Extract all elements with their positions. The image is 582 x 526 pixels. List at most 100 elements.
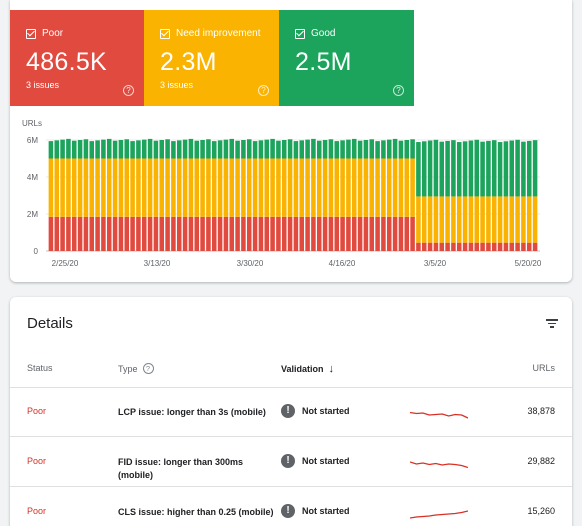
bar-segment-poor — [159, 216, 165, 251]
details-card: Details Status Type ? Validation ↓ URLs … — [10, 297, 572, 526]
bar-segment-poor — [95, 216, 100, 251]
bar-segment-poor — [188, 216, 194, 251]
bar-segment-need-improvement — [101, 158, 106, 217]
bar-segment-need-improvement — [270, 158, 275, 217]
y-tick-label: 6M — [27, 136, 38, 145]
bar-segment-good — [468, 140, 474, 197]
bar-segment-poor — [404, 216, 410, 251]
bar-segment-good — [136, 140, 141, 159]
help-icon[interactable]: ? — [123, 85, 134, 96]
exclamation-icon: ! — [281, 404, 295, 418]
bar-segment-need-improvement — [474, 196, 480, 243]
bar-segment-poor — [287, 216, 293, 251]
bar-segment-good — [106, 138, 112, 159]
table-row[interactable]: Poor LCP issue: longer than 3s (mobile) … — [10, 397, 572, 447]
bar-segment-need-improvement — [416, 196, 421, 243]
column-header-type[interactable]: Type ? — [118, 363, 154, 374]
bar-segment-good — [299, 140, 305, 159]
bar-segment-poor — [124, 216, 130, 251]
bar-segment-need-improvement — [322, 158, 328, 217]
bar-segment-need-improvement — [276, 158, 281, 217]
bar-segment-poor — [509, 242, 515, 251]
bar-segment-poor — [235, 216, 240, 251]
bar-segment-good — [101, 139, 106, 159]
bar-segment-poor — [246, 216, 252, 251]
bar-segment-good — [235, 140, 240, 159]
bar-segment-good — [54, 140, 60, 159]
bar-segment-need-improvement — [147, 158, 153, 217]
bar-segment-good — [124, 139, 130, 159]
bar-segment-good — [363, 140, 369, 159]
bar-segment-poor — [334, 216, 340, 251]
bar-segment-good — [89, 141, 95, 159]
help-icon[interactable]: ? — [258, 85, 269, 96]
bar-segment-good — [311, 138, 316, 159]
x-tick-label: 2/25/20 — [52, 259, 79, 268]
bar-segment-poor — [217, 216, 223, 251]
bar-segment-good — [229, 138, 235, 159]
bar-segment-need-improvement — [526, 196, 532, 243]
bar-segment-need-improvement — [468, 196, 474, 243]
checkbox-checked-icon[interactable] — [26, 28, 36, 39]
bar-segment-good — [515, 139, 520, 197]
bar-segment-poor — [410, 216, 415, 251]
table-row[interactable]: Poor FID issue: longer than 300ms (mobil… — [10, 447, 572, 497]
column-header-validation[interactable]: Validation ↓ — [281, 363, 335, 375]
bar-segment-good — [439, 141, 445, 197]
good-url-count: 2.5M — [295, 48, 352, 76]
bar-segment-good — [293, 141, 299, 159]
bar-segment-poor — [369, 216, 375, 251]
help-icon[interactable]: ? — [393, 85, 404, 96]
bar-segment-poor — [77, 216, 83, 251]
bar-segment-good — [351, 138, 357, 159]
bar-segment-poor — [386, 216, 392, 251]
bar-segment-need-improvement — [217, 158, 223, 217]
bar-segment-good — [462, 141, 468, 197]
bar-segment-good — [416, 142, 421, 197]
poor-url-count: 486.5K — [26, 48, 108, 76]
column-header-status[interactable]: Status — [27, 363, 53, 373]
bar-segment-poor — [357, 216, 363, 251]
row-url-count: 29,882 — [527, 456, 555, 466]
help-icon[interactable]: ? — [142, 363, 154, 374]
filter-icon[interactable] — [546, 319, 558, 328]
bar-segment-need-improvement — [439, 196, 445, 243]
bar-segment-need-improvement — [71, 158, 77, 217]
x-tick-label: 3/13/20 — [144, 259, 171, 268]
checkbox-checked-icon[interactable] — [295, 28, 305, 39]
bar-segment-need-improvement — [497, 196, 503, 243]
poor-summary-tile[interactable]: Poor 486.5K 3 issues ? — [10, 10, 144, 106]
bar-segment-poor — [171, 216, 176, 251]
bar-segment-good — [410, 139, 415, 159]
bar-segment-good — [451, 140, 456, 197]
bar-segment-poor — [526, 242, 532, 251]
column-header-urls[interactable]: URLs — [532, 363, 555, 373]
bar-segment-good — [421, 141, 427, 197]
bar-segment-poor — [381, 216, 386, 251]
bar-segment-good — [480, 141, 485, 197]
table-row[interactable]: Poor CLS issue: higher than 0.25 (mobile… — [10, 497, 572, 526]
x-tick-label: 3/5/20 — [424, 259, 447, 268]
bar-segment-poor — [264, 216, 270, 251]
bar-segment-good — [264, 139, 270, 159]
bar-segment-poor — [363, 216, 369, 251]
bar-segment-need-improvement — [48, 158, 54, 217]
checkbox-checked-icon[interactable] — [160, 28, 170, 39]
bar-segment-good — [176, 140, 182, 159]
bar-segment-good — [486, 140, 491, 197]
row-validation: ! Not started — [281, 454, 350, 468]
bar-segment-good — [445, 140, 450, 197]
need-improvement-tile-label: Need improvement — [176, 28, 261, 39]
sparkline-path — [410, 510, 468, 519]
good-summary-tile[interactable]: Good 2.5M ? — [279, 10, 414, 106]
need-improvement-summary-tile[interactable]: Need improvement 2.3M 3 issues ? — [144, 10, 279, 106]
bar-segment-good — [258, 140, 264, 159]
bar-segment-need-improvement — [106, 158, 112, 217]
bar-segment-need-improvement — [141, 158, 147, 217]
bar-segment-good — [246, 139, 252, 159]
bar-segment-good — [188, 138, 194, 159]
trend-sparkline — [410, 461, 468, 469]
bar-segment-need-improvement — [328, 158, 334, 217]
good-tile-label: Good — [311, 28, 336, 39]
bar-segment-need-improvement — [491, 196, 497, 243]
